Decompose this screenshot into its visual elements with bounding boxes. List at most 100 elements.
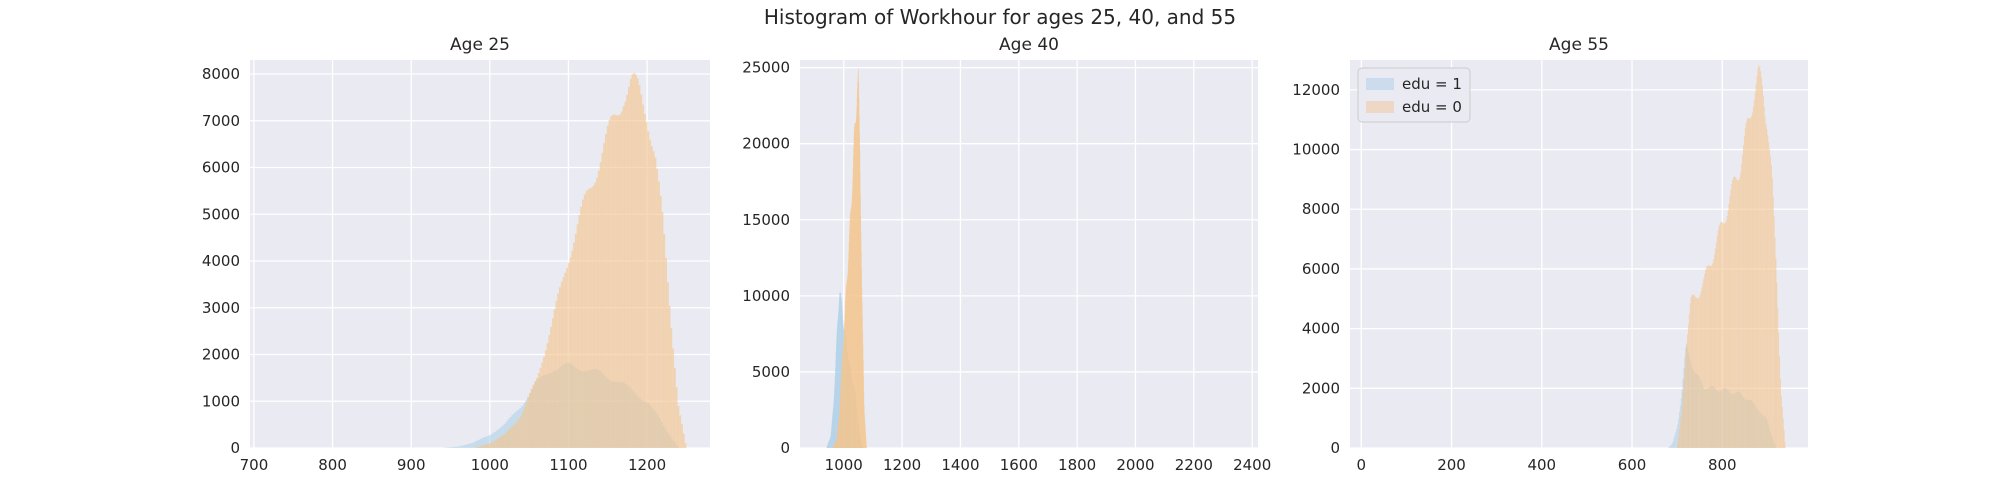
histogram-bar <box>592 185 595 448</box>
histogram-bar <box>649 139 652 448</box>
histogram-bar <box>555 301 558 448</box>
histogram-bar <box>629 78 632 448</box>
histogram-bar <box>837 323 838 448</box>
histogram-bar <box>548 335 551 448</box>
histogram-bar <box>460 445 463 448</box>
histogram-bar <box>1752 112 1753 448</box>
histogram-bar <box>684 443 687 448</box>
histogram-bar <box>458 446 461 448</box>
histogram-bar <box>631 74 634 448</box>
histogram-bar <box>834 375 836 448</box>
histogram-bar <box>1778 332 1780 448</box>
histogram-bar <box>1715 248 1716 448</box>
histogram-bar <box>1692 294 1694 448</box>
subplot-3: Age 550 200 400 600 800020004000600080001000… <box>1292 35 1808 474</box>
histogram-bar <box>488 443 491 448</box>
histogram-bar <box>635 74 637 448</box>
histogram-bar <box>551 318 554 448</box>
x-tick-label: 2000 <box>1116 456 1154 474</box>
legend-swatch <box>1366 78 1394 90</box>
histogram-bar <box>826 445 828 448</box>
y-tick-label: 20000 <box>742 135 790 153</box>
histogram-bar <box>479 446 482 448</box>
x-tick-label: 2400 <box>1233 456 1271 474</box>
histogram-bar <box>541 362 544 448</box>
histogram-bar <box>489 434 492 448</box>
x-tick-label: 0 <box>1357 456 1367 474</box>
histogram-bar <box>605 133 607 449</box>
histogram-bar <box>1751 116 1753 449</box>
histogram-bar <box>830 436 831 448</box>
x-tick-label: 1600 <box>1000 456 1038 474</box>
histogram-bar <box>1731 183 1733 448</box>
histogram-bar <box>448 447 451 448</box>
histogram-bar <box>514 422 517 448</box>
histogram-bar <box>666 282 669 448</box>
histogram-bar <box>560 281 563 448</box>
histogram-bar <box>670 328 673 448</box>
histogram-bar <box>839 292 840 448</box>
histogram-bar <box>836 332 838 448</box>
histogram-bar <box>491 441 494 448</box>
plot-area <box>800 60 1258 448</box>
histogram-bar <box>675 387 678 448</box>
y-tick-label: 3000 <box>202 299 240 317</box>
histogram-bar <box>658 181 660 448</box>
histogram-bar <box>1744 128 1746 448</box>
histogram-bar <box>839 292 841 448</box>
histogram-bar <box>571 250 574 448</box>
histogram-bar <box>1727 210 1729 448</box>
histogram-bar <box>1723 223 1725 448</box>
histogram-bar <box>831 424 833 448</box>
histogram-bar <box>624 101 627 449</box>
histogram-bar <box>1704 274 1706 448</box>
histogram-bar <box>505 431 508 448</box>
histogram-bar <box>567 262 570 448</box>
histogram-bar <box>1776 282 1778 448</box>
y-tick-label: 4000 <box>202 252 240 270</box>
histogram-bar <box>511 426 514 448</box>
legend: edu = 1 edu = 0 <box>1357 67 1471 123</box>
histogram-bar <box>557 293 560 448</box>
x-tick-label: 1400 <box>941 456 979 474</box>
histogram-bar <box>472 442 475 448</box>
y-tick-label: 8000 <box>1302 200 1340 218</box>
y-tick-label: 5000 <box>202 205 240 223</box>
histogram-bar <box>550 326 552 448</box>
histogram-bar <box>1745 122 1747 448</box>
histogram-bar <box>828 440 830 448</box>
histogram-bar <box>840 293 842 448</box>
histogram-bar <box>665 258 667 448</box>
histogram-bar <box>493 440 496 448</box>
figure-title: Histogram of Workhour for ages 25, 40, a… <box>763 5 1237 29</box>
histogram-bar <box>837 319 839 448</box>
histogram-bar <box>527 397 529 448</box>
histogram-bar <box>1771 178 1773 448</box>
histogram-bar <box>838 308 840 448</box>
histogram-bar <box>1736 180 1738 448</box>
y-tick-label: 8000 <box>202 65 240 83</box>
histogram-bar <box>1710 265 1712 448</box>
histogram-bar <box>491 433 494 448</box>
legend-frame <box>1357 67 1471 123</box>
histogram-bar <box>1680 415 1682 448</box>
histogram-bar <box>1718 226 1720 448</box>
histogram-bar <box>1677 424 1679 448</box>
histogram-bar <box>1773 216 1775 448</box>
histogram-bar <box>481 437 484 448</box>
histogram-bar <box>1755 84 1757 448</box>
histogram-bar <box>520 416 522 448</box>
y-tick-label: 6000 <box>202 159 240 177</box>
histogram-bar <box>1766 129 1768 448</box>
histogram-bar <box>456 446 459 448</box>
histogram-bar <box>532 384 535 448</box>
y-tick-label: 0 <box>780 439 790 457</box>
histogram-bar <box>1739 177 1741 448</box>
histogram-bar <box>1691 295 1693 448</box>
histogram-bar <box>832 410 834 448</box>
histogram-bar <box>1721 221 1723 448</box>
histogram-bar <box>1707 265 1709 448</box>
histogram-bar <box>829 438 831 448</box>
histogram-bar <box>534 381 537 448</box>
histogram-bar <box>589 188 591 448</box>
